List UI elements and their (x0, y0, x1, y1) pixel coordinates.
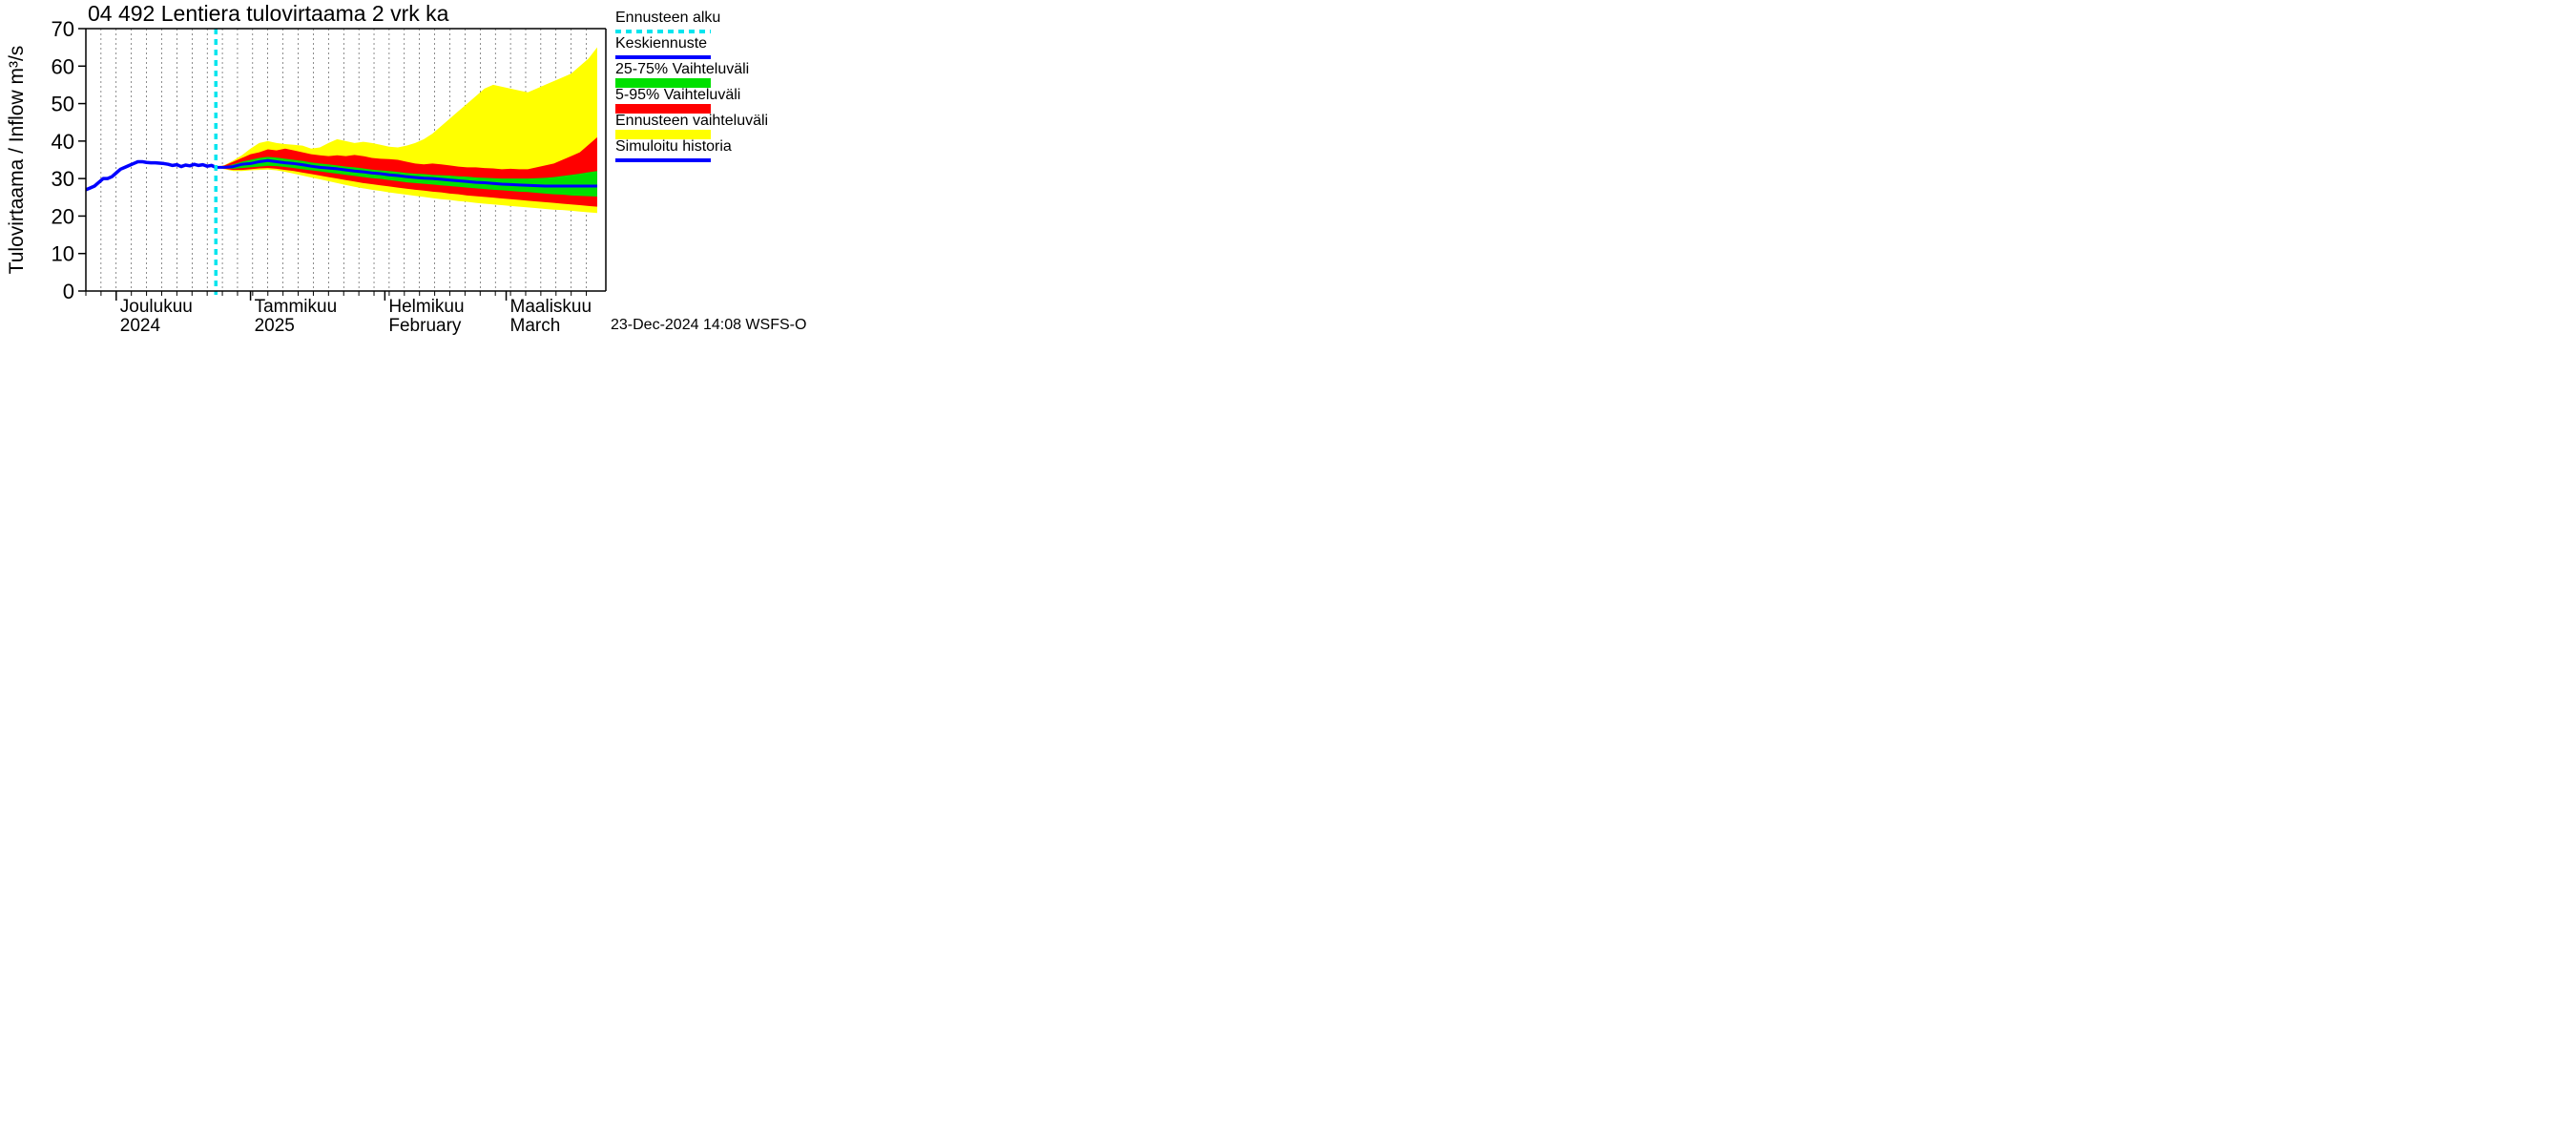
x-month-label: Joulukuu (120, 297, 193, 317)
x-month-label: Tammikuu (255, 297, 338, 317)
y-tick-label: 30 (52, 167, 74, 191)
x-year-label: February (388, 316, 462, 336)
inflow-forecast-chart: 0 10 20 30 40 50 60 70 Joulukuu2024 Tammikuu2025 H… (0, 0, 1288, 572)
forecast-bands (216, 48, 597, 214)
chart-title: 04 492 Lentiera tulovirtaama 2 vrk ka (88, 1, 449, 26)
history-line (86, 161, 216, 189)
legend-label: 25-75% Vaihteluväli (615, 61, 749, 77)
y-tick-label: 60 (52, 54, 74, 78)
legend-label: Simuloitu historia (615, 138, 732, 155)
y-tick-label: 70 (52, 17, 74, 41)
y-tick-label: 40 (52, 130, 74, 154)
legend-label: Ennusteen vaihteluväli (615, 113, 768, 129)
legend-label: Ennusteen alku (615, 10, 720, 26)
y-axis-label: Tulovirtaama / Inflow m³/s (6, 46, 28, 275)
chart-footer: 23-Dec-2024 14:08 WSFS-O (611, 317, 806, 333)
y-tick-label: 20 (52, 204, 74, 228)
x-year-label: 2024 (120, 316, 161, 336)
y-tick-label: 0 (63, 280, 74, 303)
y-tick-label: 10 (52, 242, 74, 266)
x-year-label: 2025 (255, 316, 295, 336)
y-tick-label: 50 (52, 93, 74, 116)
legend-label: 5-95% Vaihteluväli (615, 87, 740, 103)
x-month-label: Maaliskuu (510, 297, 592, 317)
legend-label: Keskiennuste (615, 35, 707, 52)
x-year-label: March (510, 316, 561, 336)
x-month-label: Helmikuu (388, 297, 464, 317)
